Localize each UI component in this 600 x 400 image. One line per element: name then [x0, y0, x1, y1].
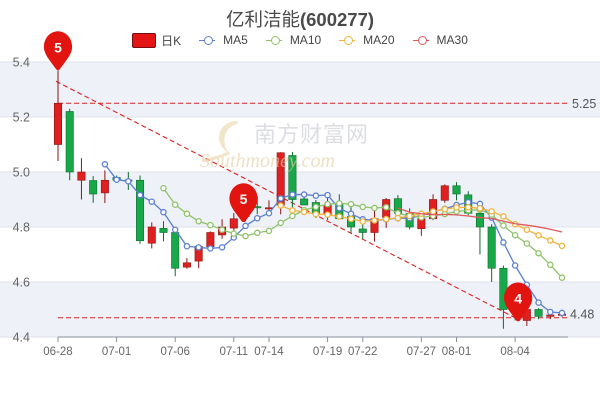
svg-text:5.2: 5.2	[13, 111, 30, 125]
svg-text:06-28: 06-28	[43, 346, 72, 358]
svg-text:07-06: 07-06	[160, 346, 189, 358]
svg-text:08-04: 08-04	[500, 346, 530, 358]
svg-text:5.0: 5.0	[13, 166, 30, 180]
svg-text:07-27: 07-27	[407, 346, 436, 358]
svg-text:4.8: 4.8	[13, 221, 30, 235]
svg-text:4.6: 4.6	[13, 276, 30, 290]
svg-text:4.48: 4.48	[570, 308, 594, 322]
svg-text:07-11: 07-11	[220, 346, 249, 358]
svg-text:07-01: 07-01	[102, 346, 131, 358]
svg-text:4.4: 4.4	[13, 331, 30, 345]
svg-text:07-19: 07-19	[313, 346, 342, 358]
svg-text:5.25: 5.25	[572, 97, 596, 111]
svg-text:08-01: 08-01	[442, 346, 471, 358]
svg-text:5.4: 5.4	[13, 56, 30, 70]
svg-text:07-14: 07-14	[254, 346, 284, 358]
svg-text:07-22: 07-22	[348, 346, 377, 358]
